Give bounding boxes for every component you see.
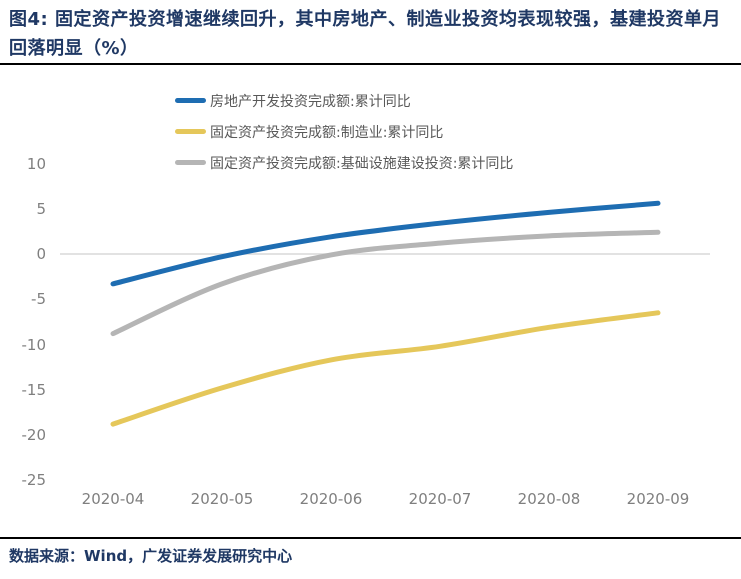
x-axis-tick-label: 2020-09: [626, 490, 690, 508]
y-axis-tick-label: -15: [21, 380, 47, 399]
legend-label: 房地产开发投资完成额:累计同比: [210, 93, 411, 110]
x-axis-tick-label: 2020-06: [299, 490, 363, 508]
data-source: 数据来源：Wind，广发证券发展研究中心: [9, 547, 293, 565]
legend-item: 固定资产投资完成额:制造业:累计同比: [175, 116, 513, 147]
x-axis-tick-label: 2020-08: [517, 490, 581, 508]
legend-label: 固定资产投资完成额:制造业:累计同比: [210, 124, 444, 141]
legend-swatch: [175, 98, 206, 103]
legend-item: 固定资产投资完成额:基础设施建设投资:累计同比: [175, 147, 513, 178]
y-axis-tick-label: -20: [21, 426, 47, 444]
y-axis-tick-label: -25: [21, 471, 47, 490]
legend-swatch: [175, 129, 206, 134]
legend: 房地产开发投资完成额:累计同比固定资产投资完成额:制造业:累计同比固定资产投资完…: [175, 85, 513, 178]
figure-title: 图4: 固定资产投资增速继续回升，其中房地产、制造业投资均表现较强，基建投资单月…: [9, 9, 721, 59]
legend-swatch: [175, 160, 206, 165]
y-axis-tick-label: 10: [26, 154, 46, 173]
legend-item: 房地产开发投资完成额:累计同比: [175, 85, 513, 116]
bottom-divider: [0, 537, 741, 539]
x-axis-tick-label: 2020-05: [190, 490, 254, 508]
y-axis-tick-label: -10: [21, 335, 47, 354]
series-line-2: [110, 229, 661, 337]
series-line-1: [110, 310, 661, 427]
series-line-0: [110, 200, 661, 287]
y-axis-tick-label: 0: [36, 245, 46, 263]
y-axis-tick-label: 5: [36, 199, 46, 218]
top-divider: [0, 63, 741, 65]
x-axis-tick-label: 2020-04: [81, 490, 145, 508]
x-axis-tick-label: 2020-07: [408, 490, 472, 508]
legend-label: 固定资产投资完成额:基础设施建设投资:累计同比: [210, 155, 514, 172]
y-axis-tick-label: -5: [31, 290, 46, 309]
